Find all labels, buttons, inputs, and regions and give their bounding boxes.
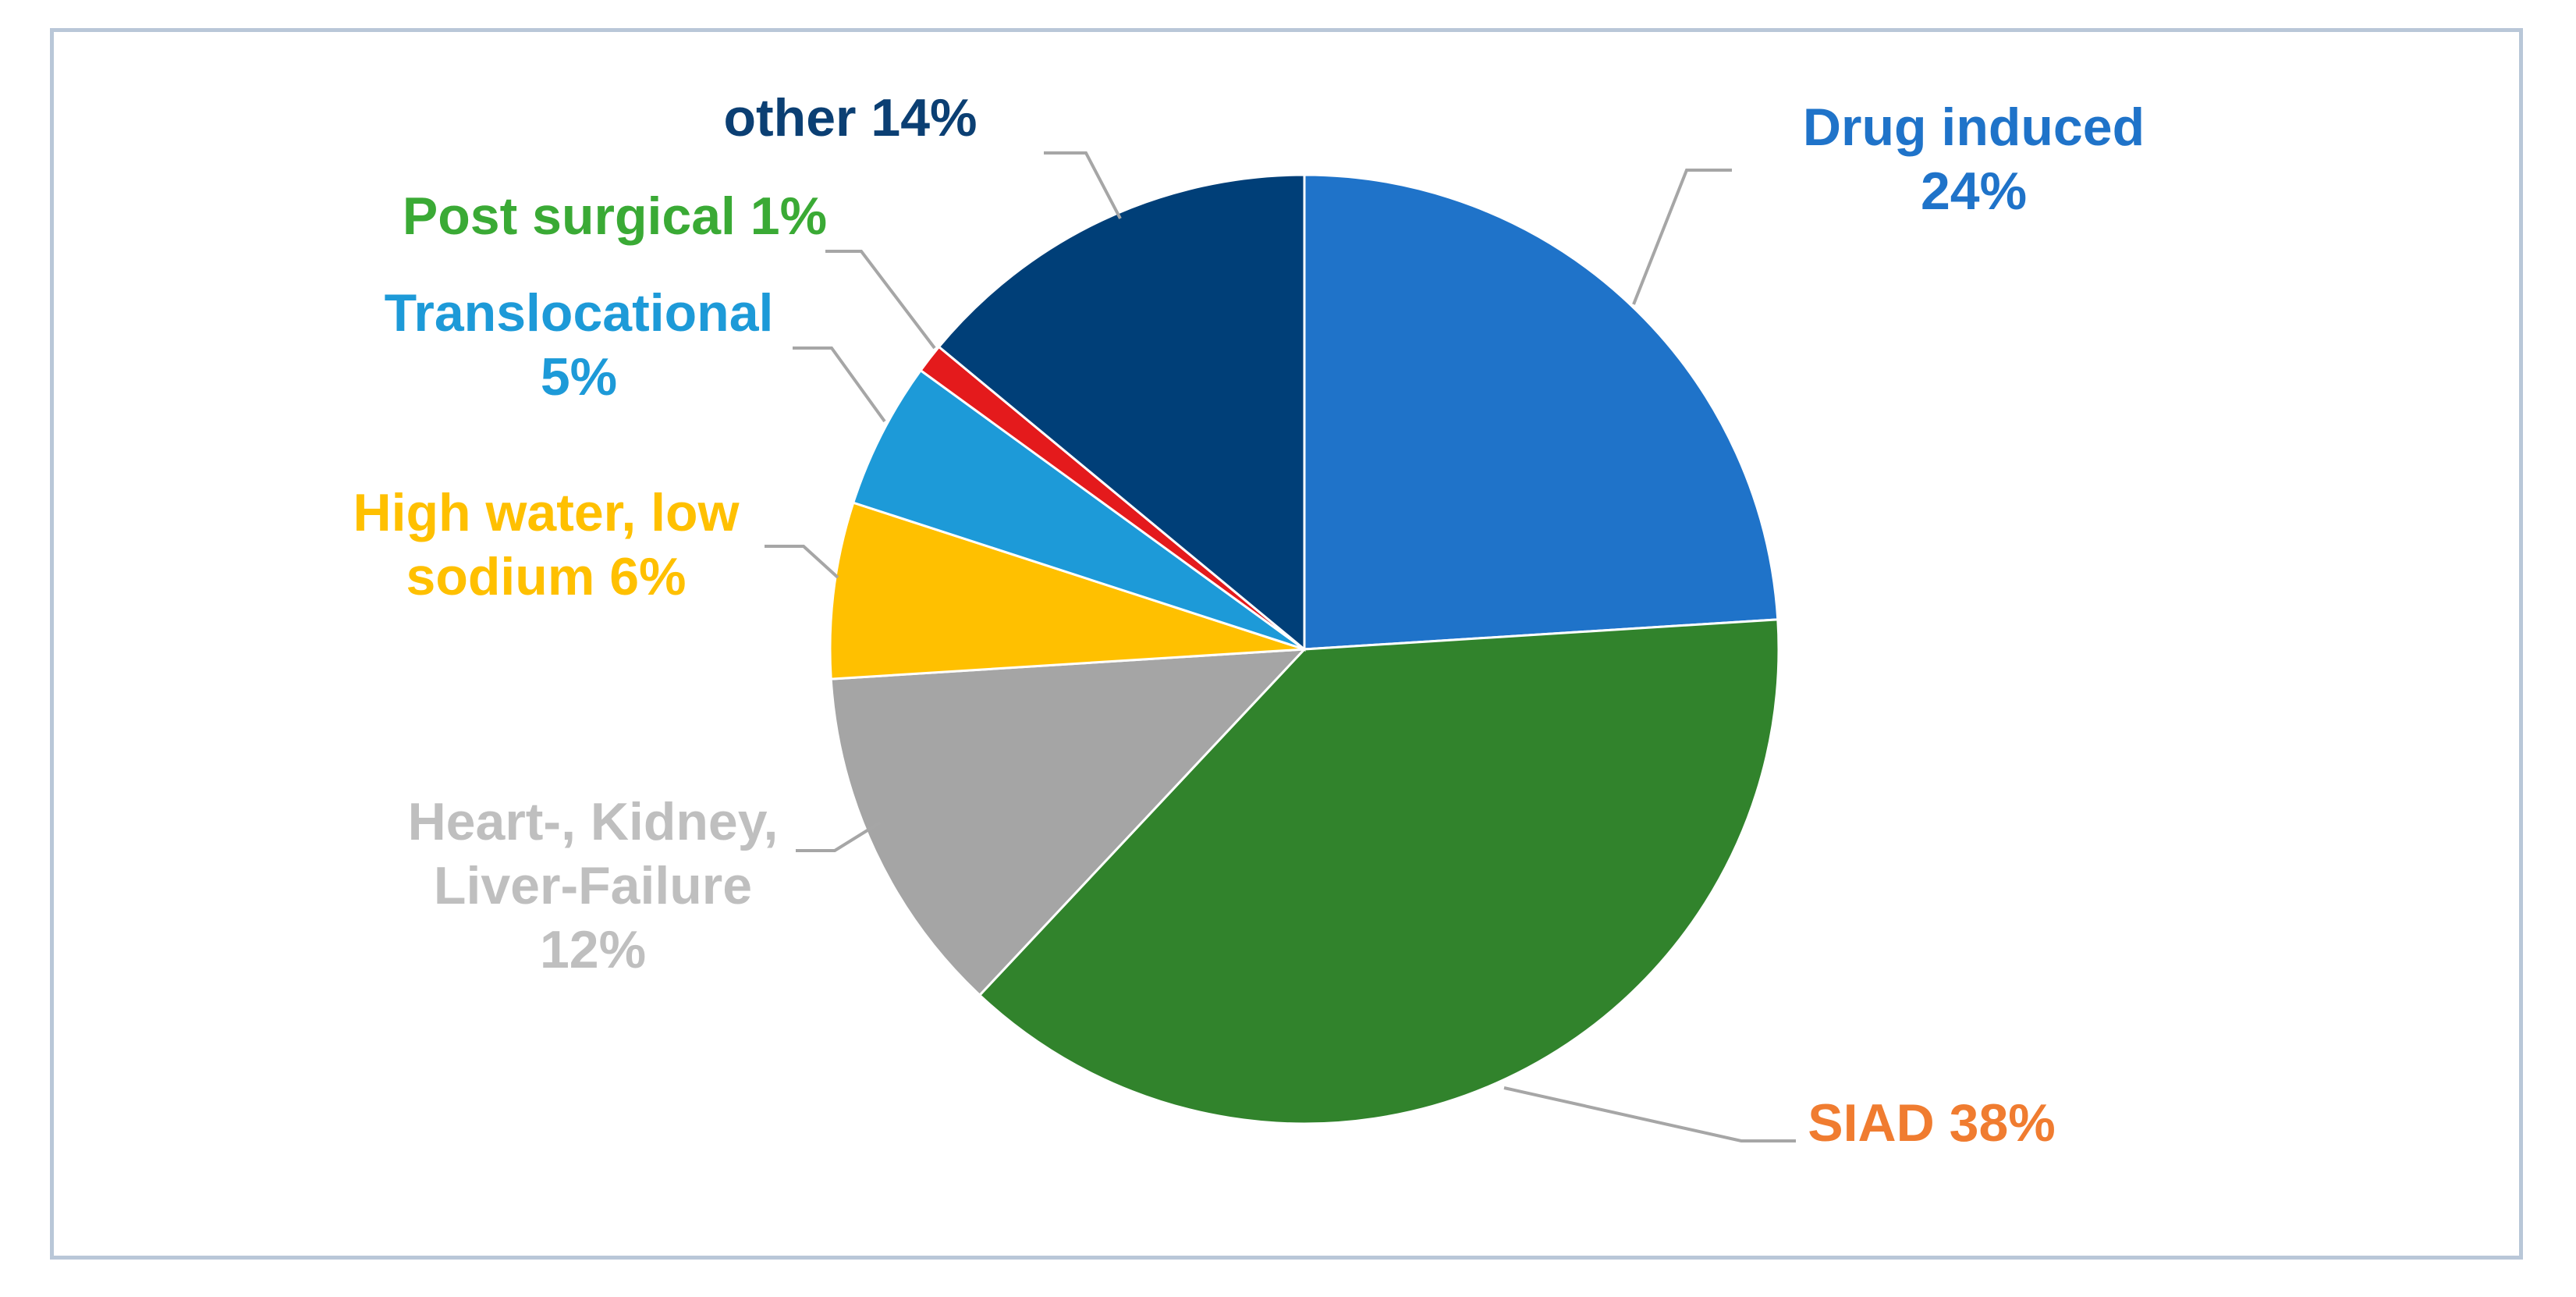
pie-slice-siad: [978, 618, 1780, 1125]
slice-label-line: High water, low: [353, 483, 740, 542]
leader-line: [1503, 1086, 1796, 1142]
slice-label-line: Translocational: [385, 283, 774, 343]
leader-line: [793, 346, 886, 423]
slice-label: Translocational 5%: [385, 283, 774, 407]
pie-slice-drug-induced: [1303, 173, 1779, 651]
slice-label-line: Post surgical 1%: [403, 187, 827, 246]
pie-slice-high-water-low-sodium: [829, 501, 1305, 680]
slice-label: Drug induced 24%: [1803, 98, 2145, 221]
slice-label-line: Drug induced: [1803, 98, 2145, 157]
pie-slice-heart-kidney-liver-failure: [829, 648, 1308, 997]
slice-label-line: 5%: [541, 347, 617, 407]
pie-slices: [829, 173, 1780, 1125]
slice-label-line: Liver-Failure: [434, 856, 752, 915]
slice-label-line: SIAD 38%: [1808, 1093, 2055, 1153]
slice-label-line: 12%: [540, 920, 646, 979]
slice-label: SIAD 38%: [1808, 1093, 2055, 1153]
slice-label: other 14%: [724, 88, 978, 147]
slice-label-line: sodium 6%: [406, 547, 687, 606]
slice-label-line: other 14%: [724, 88, 978, 147]
leader-line: [765, 545, 839, 579]
leader-line: [825, 250, 936, 350]
leader-line: [796, 821, 882, 852]
slice-labels: Drug induced 24% SIAD 38% Heart-, Kidney, Li…: [353, 88, 2145, 1153]
label-leader-lines: [765, 151, 1796, 1142]
slice-label-line: 24%: [1921, 162, 2027, 221]
pie-slice-other: [937, 173, 1306, 652]
slice-label: High water, low sodium 6%: [353, 483, 740, 606]
slice-label: Heart-, Kidney, Liver-Failure 12%: [408, 792, 779, 979]
slice-label-line: Heart-, Kidney,: [408, 792, 779, 851]
pie-slice-translocational: [851, 368, 1305, 651]
slice-label: Post surgical 1%: [403, 187, 827, 246]
leader-line: [1044, 151, 1122, 219]
leader-line: [1632, 169, 1732, 305]
